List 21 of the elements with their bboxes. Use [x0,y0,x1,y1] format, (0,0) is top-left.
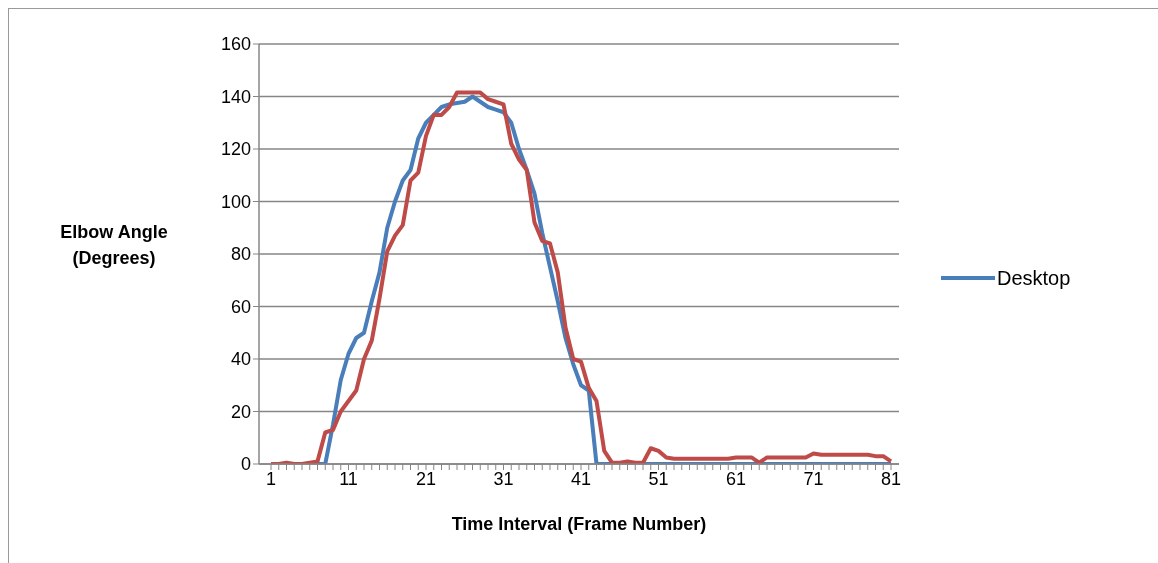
legend-label: Desktop [997,266,1071,290]
y-tick-label: 20 [230,401,251,422]
x-tick-label: 31 [493,468,514,489]
y-tick-label: 40 [230,349,251,370]
x-tick-label: 61 [725,468,747,489]
y-tick-label: 120 [220,139,251,160]
y-tick-label: 140 [220,86,251,107]
x-tick-label: 71 [803,468,824,489]
y-tick-label: 60 [230,296,251,317]
y-tick-label: 100 [220,191,251,212]
y-tick-label: 0 [240,454,251,475]
x-tick-label: 41 [570,468,592,489]
x-tick-label: 11 [339,468,358,489]
y-axis-title: Elbow Angle (Degrees) [59,221,169,270]
x-tick-label: 51 [648,468,669,489]
x-tick-label: 21 [415,468,437,489]
x-tick-label: 81 [880,468,902,489]
y-tick-label: 80 [230,244,251,265]
x-axis-title: Time Interval (Frame Number) [450,514,708,535]
x-tick-label: 1 [265,468,277,489]
y-tick-label: 160 [220,34,251,55]
